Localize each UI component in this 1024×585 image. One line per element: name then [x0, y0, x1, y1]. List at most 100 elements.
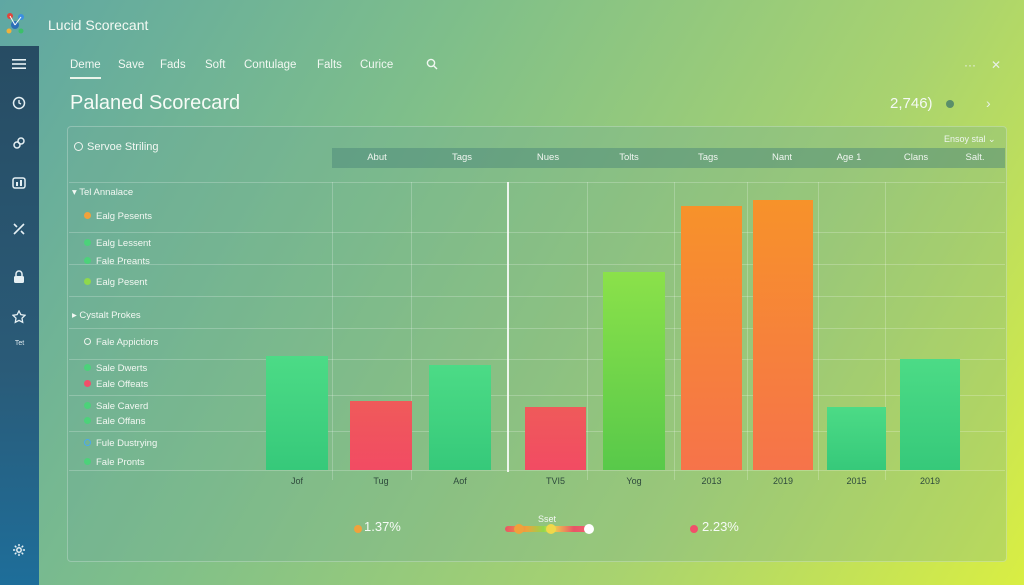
bar-8[interactable] — [827, 407, 886, 470]
column-header[interactable]: Age 1 — [836, 152, 862, 163]
tree-item[interactable]: Eale Offeats — [84, 379, 148, 390]
grid-line — [587, 182, 588, 480]
status-dot-icon — [84, 380, 91, 387]
tree-item-label: Ealg Pesent — [96, 277, 148, 288]
x-tick-label: 2019 — [919, 476, 941, 486]
app-logo-icon — [6, 13, 24, 34]
tree-group-1[interactable]: ▾ Tel Annalace — [72, 187, 133, 198]
menu-item-contulage[interactable]: Contulage — [244, 59, 297, 71]
radio-icon — [84, 338, 91, 345]
menu-item-curice[interactable]: Curice — [360, 59, 394, 71]
bar-2[interactable] — [350, 401, 412, 470]
tree-item[interactable]: Ealg Pesents — [84, 211, 152, 222]
scorecard-panel — [67, 126, 1007, 562]
tree-item[interactable]: Sale Caverd — [84, 401, 148, 412]
column-header[interactable]: Salt. — [965, 152, 985, 163]
panel-dropdown[interactable]: Ensoy stal ⌄ — [944, 134, 996, 144]
tree-item[interactable]: Fale Appictiors — [84, 337, 158, 348]
menu-item-falts[interactable]: Falts — [317, 59, 342, 71]
column-header[interactable]: Tags — [451, 152, 473, 163]
x-tick-label: 2013 — [701, 476, 722, 486]
tree-item-label: Fale Appictiors — [96, 337, 159, 348]
tree-item-label: Eale Offans — [96, 416, 146, 427]
tree-item[interactable]: Ealg Lessent — [84, 238, 151, 249]
expand-arrow-icon: ▾ — [72, 187, 77, 198]
menu-item-soft[interactable]: Soft — [205, 59, 226, 71]
legend-dot-icon — [354, 525, 362, 533]
column-header[interactable]: Nant — [771, 152, 793, 163]
menu-item-deme[interactable]: Deme — [70, 59, 101, 79]
bar-3[interactable] — [429, 365, 491, 470]
bar-1[interactable] — [266, 356, 328, 470]
x-tick-label: Yog — [626, 476, 642, 486]
menu-item-fads[interactable]: Fads — [160, 59, 186, 71]
more-button[interactable]: ··· — [964, 58, 976, 72]
bar-6[interactable] — [681, 206, 742, 470]
grid-line — [69, 264, 1005, 265]
tree-item-label: Fale Preants — [96, 256, 150, 267]
link-icon[interactable] — [4, 134, 34, 156]
tree-item[interactable]: Eale Offans — [84, 416, 145, 427]
tree-item-label: Sale Dwerts — [96, 363, 148, 374]
chart-icon[interactable] — [4, 174, 34, 196]
tree-item-label: Ealg Lessent — [96, 238, 151, 249]
lock-icon[interactable] — [4, 268, 34, 290]
cursor-line[interactable] — [507, 182, 509, 472]
x-tick-label: 2019 — [772, 476, 794, 486]
x-tick-label: Jof — [290, 476, 303, 486]
slider-handle[interactable] — [514, 524, 524, 534]
legend-dot-icon — [690, 525, 698, 533]
column-header[interactable]: Clans — [903, 152, 929, 163]
bar-9[interactable] — [900, 359, 960, 470]
grid-line — [69, 395, 1005, 396]
bar-4[interactable] — [525, 407, 586, 470]
tree-item[interactable]: Sale Dwerts — [84, 363, 147, 374]
legend-left-value: 1.37% — [364, 519, 401, 534]
status-dot-icon — [84, 402, 91, 409]
title-bar: Lucid Scorecant — [0, 0, 1024, 46]
next-arrow-icon[interactable]: › — [986, 95, 991, 111]
tree-item[interactable]: Fale Pronts — [84, 457, 145, 468]
grid-line — [69, 182, 1005, 183]
slider-handle[interactable] — [546, 524, 556, 534]
status-dot-icon — [84, 458, 91, 465]
badge-icon[interactable] — [4, 308, 34, 330]
bar-5[interactable] — [603, 272, 665, 470]
close-button[interactable]: ✕ — [991, 58, 1002, 72]
gear-icon[interactable] — [4, 541, 34, 563]
tree-item[interactable]: Fule Dustrying — [84, 438, 157, 449]
grid-line — [69, 296, 1005, 297]
tools-icon[interactable] — [4, 220, 34, 242]
column-header-strip — [332, 148, 1005, 168]
clock-icon[interactable] — [4, 94, 34, 116]
radio-icon — [74, 142, 83, 151]
slider-label: Sset — [538, 514, 557, 524]
search-icon[interactable] — [426, 58, 438, 73]
tree-group-label: Tel Annalace — [79, 187, 134, 198]
tree-item-label: Fale Pronts — [96, 457, 145, 468]
tree-item[interactable]: Ealg Pesent — [84, 277, 147, 288]
tree-item-label: Fule Dustrying — [96, 438, 158, 449]
x-tick-label: TVI5 — [545, 476, 565, 486]
tree-item-label: Ealg Pesents — [96, 211, 152, 222]
panel-label[interactable]: Servoe Striling — [74, 141, 159, 153]
column-header[interactable]: Abut — [367, 152, 387, 163]
column-header[interactable]: Nues — [536, 152, 560, 163]
sidebar-caption: Tet — [14, 340, 25, 347]
slider-handle[interactable] — [584, 524, 594, 534]
x-tick-label: Tug — [373, 476, 389, 486]
column-header[interactable]: Tags — [697, 152, 719, 163]
tree-group-2[interactable]: ▸ Cystalt Prokes — [72, 310, 141, 321]
grid-line — [69, 328, 1005, 329]
status-dot — [946, 100, 954, 108]
record-count: 2,746) — [890, 95, 933, 112]
status-dot-icon — [84, 212, 91, 219]
bar-7[interactable] — [753, 200, 813, 470]
menu-icon[interactable] — [4, 54, 34, 76]
menu-item-save[interactable]: Save — [118, 59, 145, 71]
column-header[interactable]: Tolts — [619, 152, 639, 163]
tree-item[interactable]: Fale Preants — [84, 256, 150, 267]
grid-line — [885, 182, 886, 480]
grid-line — [747, 182, 748, 480]
status-dot-icon — [84, 417, 91, 424]
